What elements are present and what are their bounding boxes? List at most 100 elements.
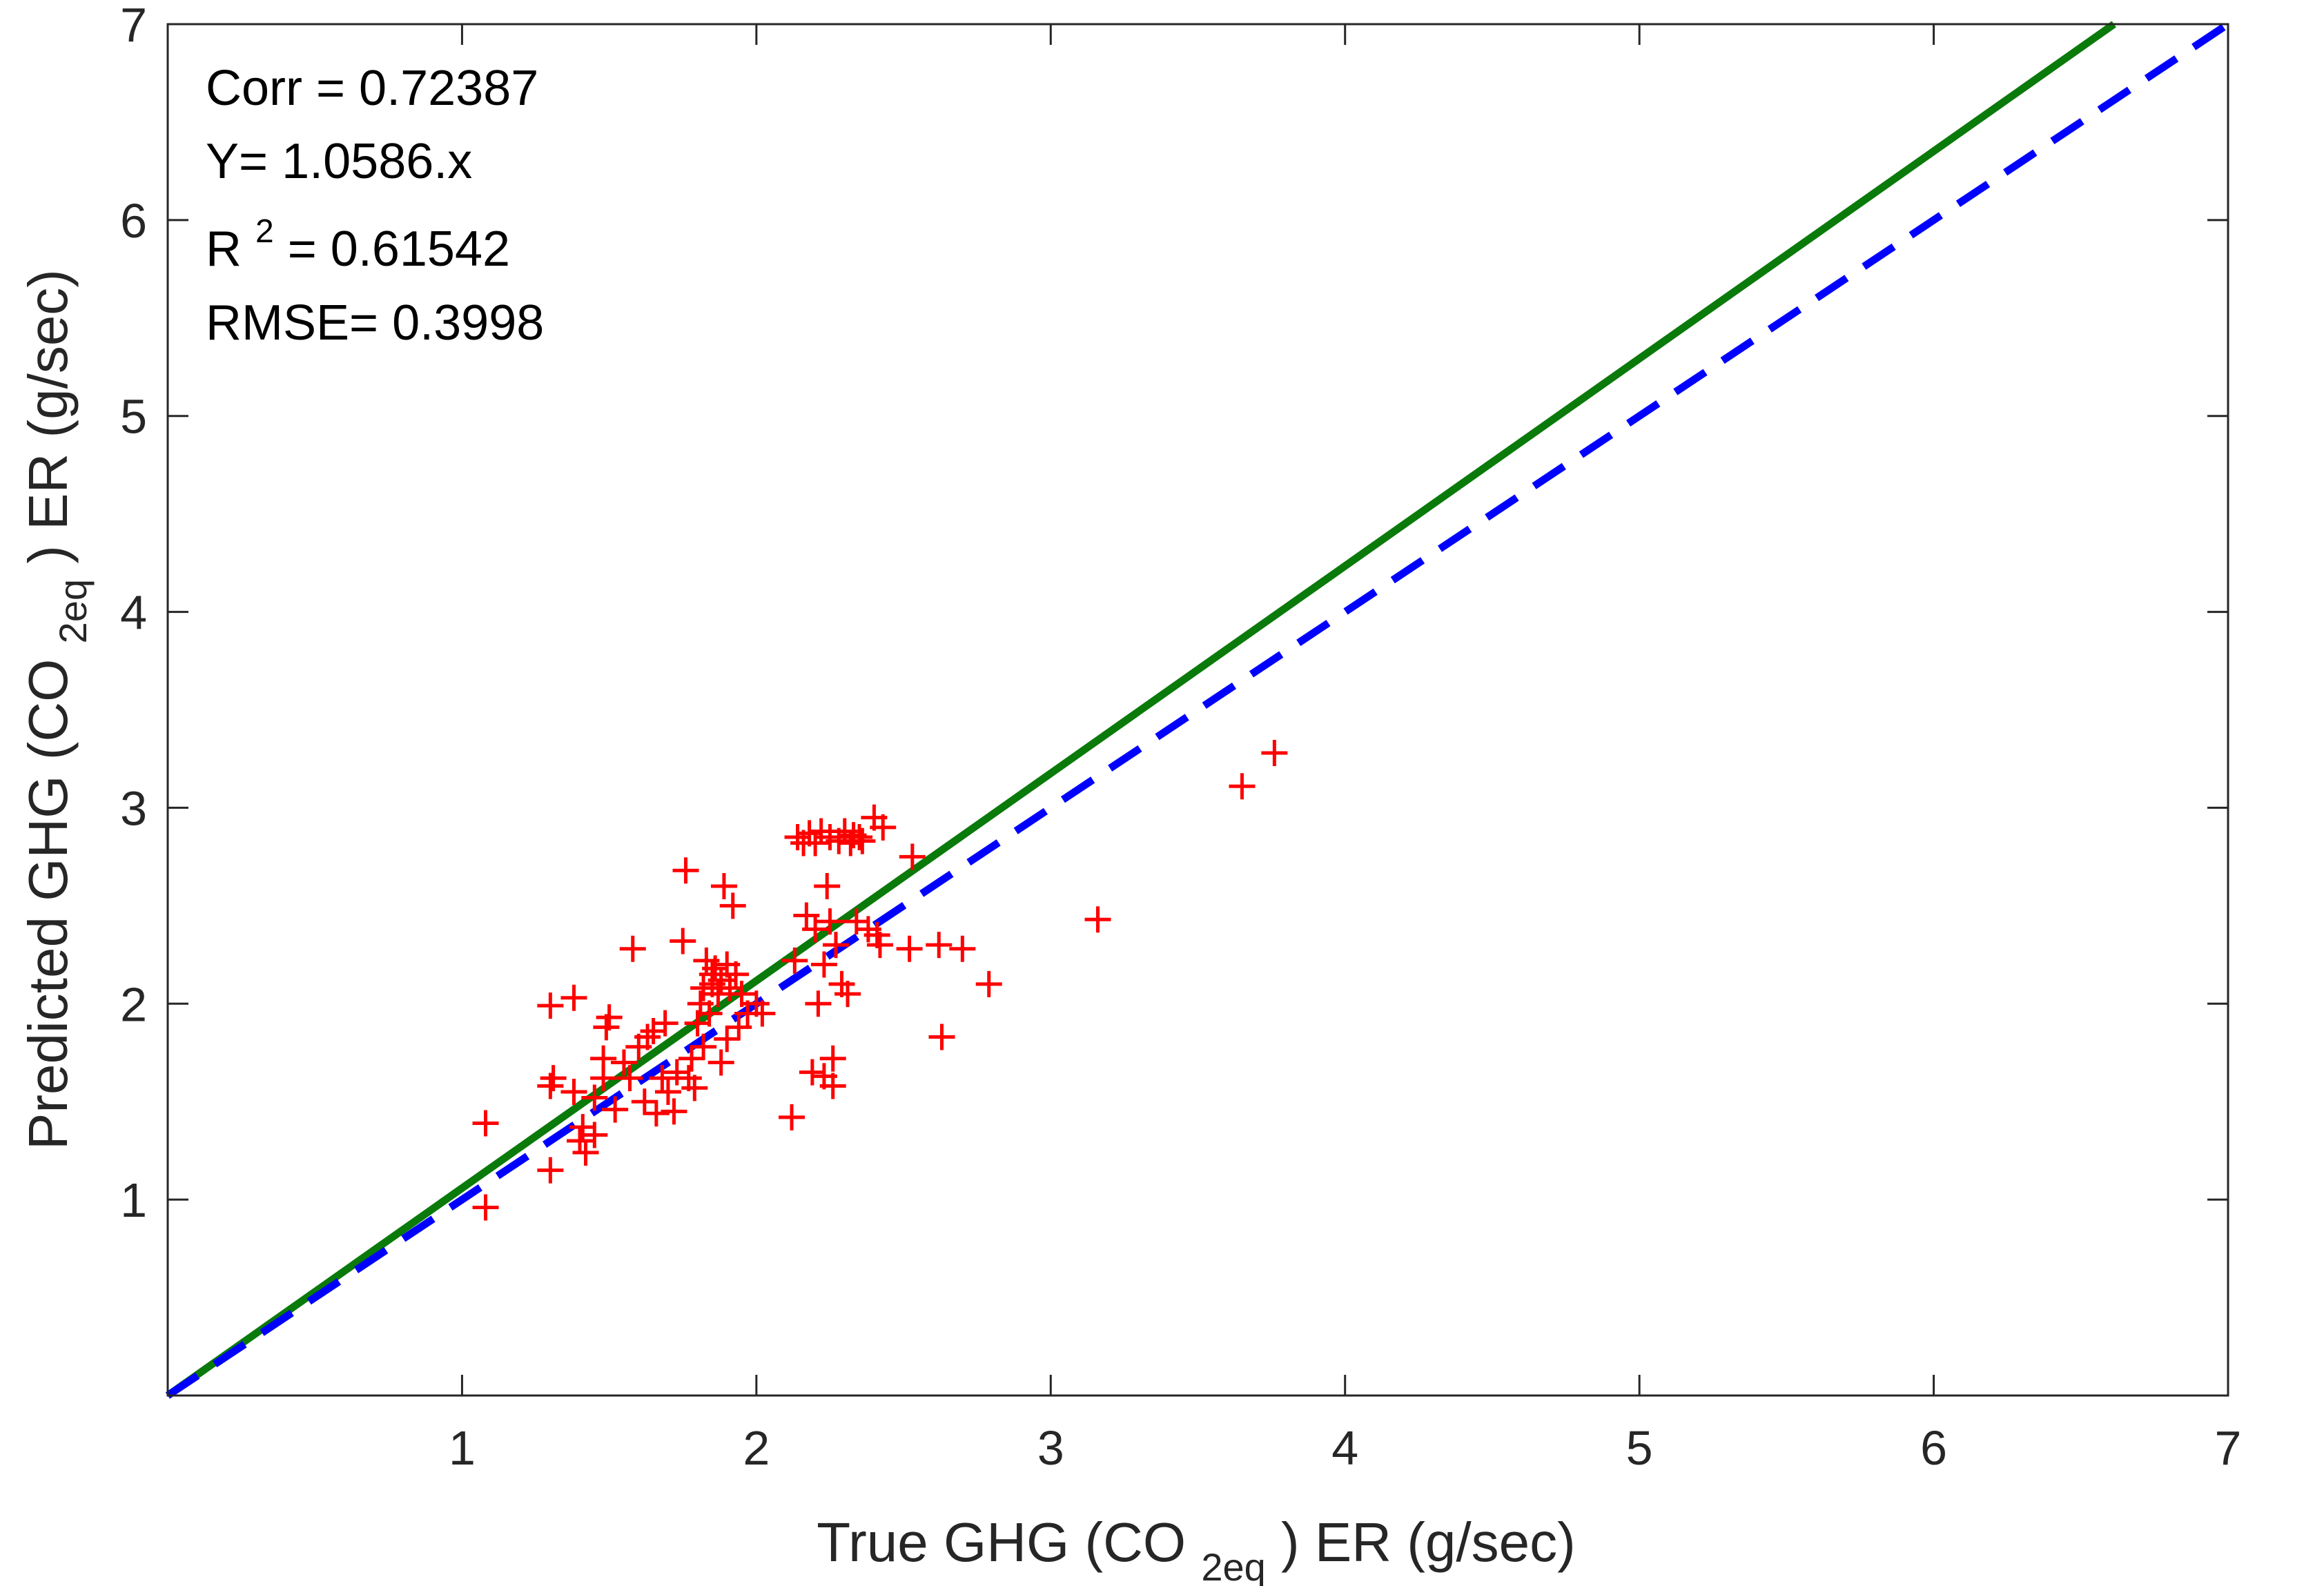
data-point <box>540 1065 567 1092</box>
data-point <box>799 1059 826 1086</box>
x-tick-label: 4 <box>1331 1421 1358 1475</box>
x-tick-label: 6 <box>1920 1421 1947 1475</box>
data-point <box>681 1075 708 1102</box>
r-squared-value: = 0.61542 <box>288 222 510 277</box>
data-point <box>928 1024 955 1050</box>
data-point <box>926 932 953 959</box>
data-point <box>654 1079 681 1106</box>
data-point <box>672 857 699 884</box>
fit-equation-annotation: Y= 1.0586.x <box>206 134 472 189</box>
y-tick-label: 2 <box>120 977 147 1031</box>
data-point <box>716 975 743 1001</box>
data-point <box>649 1065 676 1092</box>
data-point <box>661 1098 687 1125</box>
data-point <box>472 1110 499 1137</box>
y-tick-label: 6 <box>120 194 147 248</box>
x-axis-title: True GHG (CO 2eq ) ER (g/sec) <box>817 1511 1575 1586</box>
data-point <box>749 1000 776 1027</box>
data-point <box>696 1000 723 1027</box>
y-tick-label: 7 <box>120 0 147 52</box>
data-point <box>896 935 923 962</box>
data-point <box>870 814 897 841</box>
data-point <box>537 1157 564 1184</box>
data-point <box>802 830 829 856</box>
data-point <box>1084 906 1111 933</box>
x-tick-label: 7 <box>2215 1421 2242 1475</box>
data-point <box>849 828 876 854</box>
data-point <box>949 935 976 962</box>
data-point <box>602 1096 629 1123</box>
data-point <box>678 1045 705 1072</box>
x-axis-title-subscript: 2eq <box>1201 1545 1265 1586</box>
axis-ticks: 1 2 3 4 5 6 7 1 2 3 4 5 6 7 <box>120 0 2241 1475</box>
stats-annotation: Corr = 0.72387 Y= 1.0586.x R 2 = 0.61542… <box>206 61 544 351</box>
data-point <box>590 1045 617 1072</box>
data-point <box>567 1127 593 1154</box>
y-axis-title-subscript: 2eq <box>51 579 95 643</box>
data-point <box>822 932 849 959</box>
data-point <box>1229 773 1256 800</box>
rmse-annotation: RMSE= 0.3998 <box>206 295 544 351</box>
data-point <box>537 992 564 1019</box>
data-point <box>793 902 820 929</box>
data-point <box>560 1079 587 1106</box>
x-tick-label: 5 <box>1626 1421 1653 1475</box>
data-point <box>690 1033 717 1060</box>
plot-frame <box>166 23 2229 1397</box>
data-point <box>643 1100 670 1127</box>
data-point <box>710 872 737 899</box>
r-squared-exponent: 2 <box>255 213 274 250</box>
x-axis-title-suffix: ) ER (g/sec) <box>1281 1511 1576 1573</box>
data-point <box>610 1049 637 1076</box>
corr-annotation: Corr = 0.72387 <box>206 61 538 116</box>
data-point <box>834 981 861 1008</box>
reference-lines <box>165 21 2231 1399</box>
y-axis-title-prefix: Predicted GHG (CO <box>17 659 79 1150</box>
data-point <box>814 872 841 899</box>
data-point <box>719 892 746 919</box>
data-point <box>725 1014 752 1041</box>
data-point <box>596 1004 623 1031</box>
y-tick-label: 1 <box>120 1173 147 1227</box>
y-tick-label: 3 <box>120 781 147 835</box>
data-point <box>581 1122 608 1148</box>
y-tick-label: 4 <box>120 586 147 640</box>
data-point <box>702 955 729 982</box>
data-point <box>846 824 873 851</box>
r-squared-letter: R <box>206 222 242 277</box>
y-axis-title: Predicted GHG (CO 2eq ) ER (g/sec) <box>17 269 98 1150</box>
data-point <box>810 951 837 978</box>
data-point <box>781 947 808 974</box>
identity-line <box>165 21 2231 1399</box>
data-points <box>472 739 1288 1221</box>
data-point <box>802 916 829 943</box>
data-point <box>652 1010 678 1037</box>
data-point <box>784 824 811 851</box>
x-tick-label: 3 <box>1037 1421 1064 1475</box>
data-point <box>616 1065 643 1092</box>
data-point <box>707 1049 734 1076</box>
data-point <box>779 1104 805 1130</box>
data-point <box>670 928 696 954</box>
x-tick-label: 2 <box>743 1421 770 1475</box>
x-axis-title-prefix: True GHG (CO <box>817 1511 1186 1573</box>
data-point <box>817 908 843 935</box>
data-point <box>705 981 732 1008</box>
data-point <box>723 961 750 988</box>
data-point <box>1261 739 1288 766</box>
data-point <box>572 1139 599 1166</box>
data-point <box>728 981 755 1008</box>
data-point <box>631 1088 658 1115</box>
y-axis-title-suffix: ) ER (g/sec) <box>17 269 79 564</box>
fit-line <box>165 21 2116 1399</box>
data-point <box>581 1084 608 1111</box>
data-point <box>819 1045 846 1072</box>
data-point <box>663 1059 690 1086</box>
data-point <box>866 932 893 959</box>
x-tick-label: 1 <box>449 1421 476 1475</box>
data-point <box>805 990 832 1017</box>
data-point <box>560 984 587 1011</box>
data-point <box>899 843 926 870</box>
data-point <box>975 970 1002 997</box>
